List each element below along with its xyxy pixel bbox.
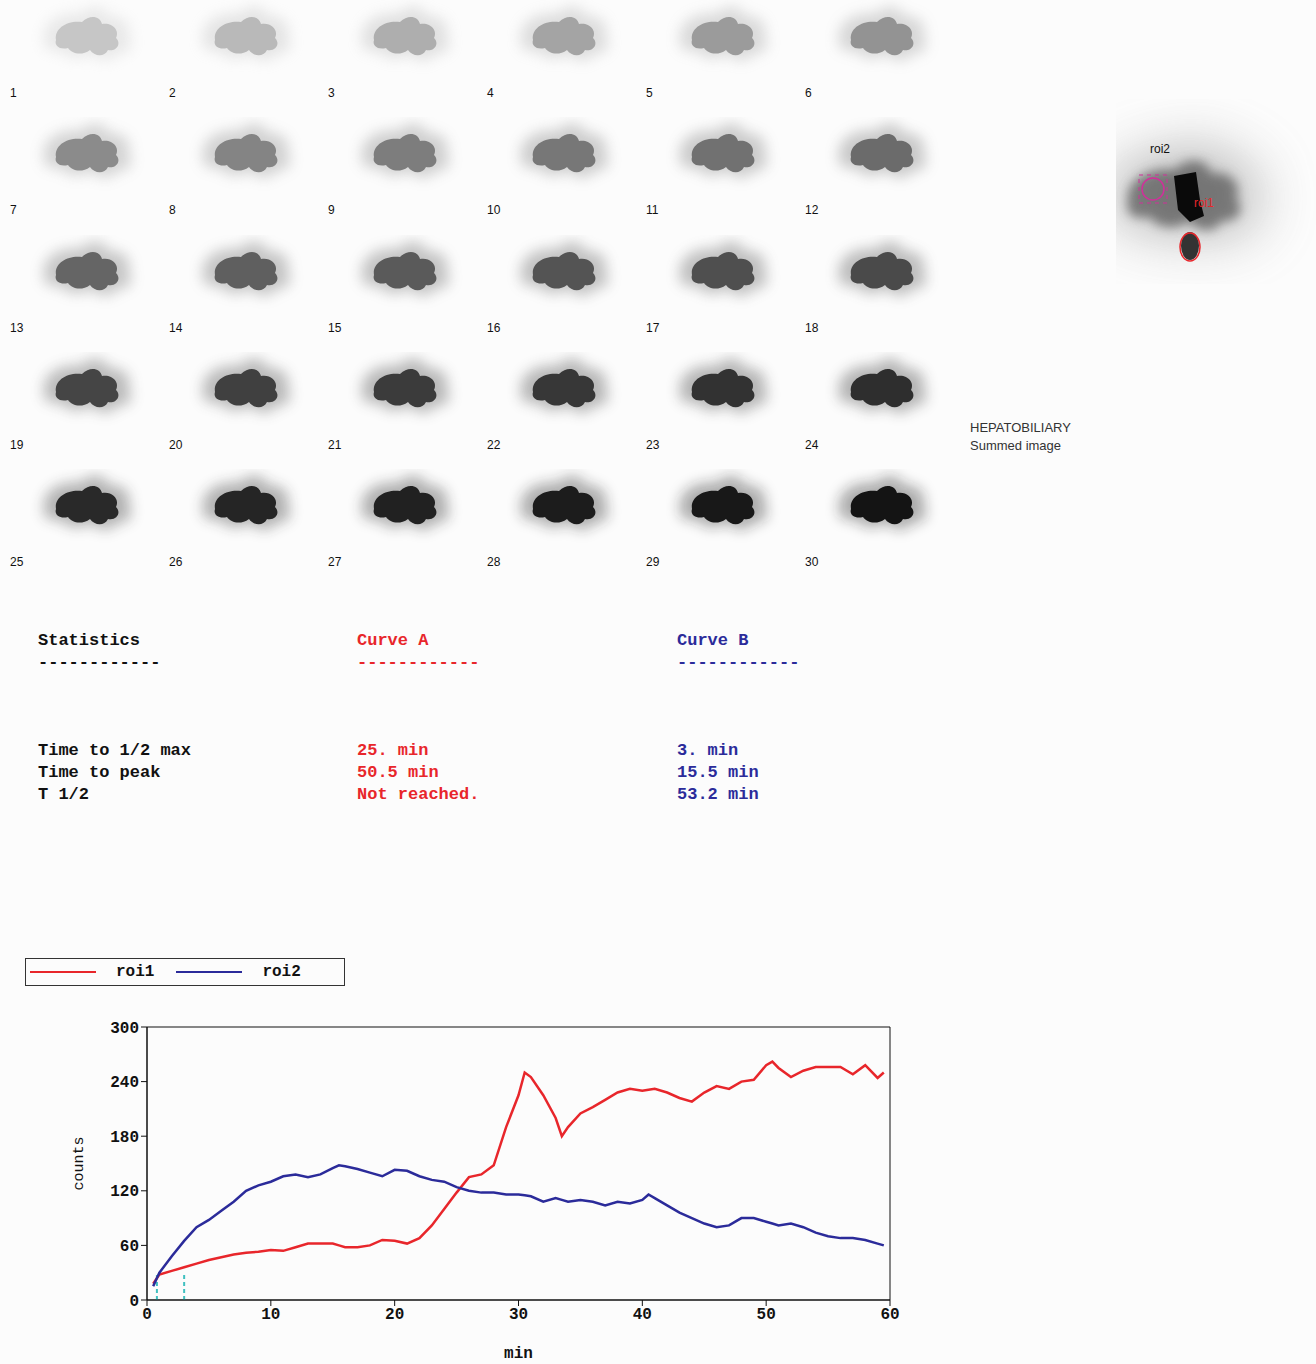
svg-text:300: 300	[110, 1020, 139, 1038]
html-text:roi1: roi1	[116, 963, 155, 981]
html-text:6: 6	[805, 86, 812, 100]
svg-text:180: 180	[110, 1129, 139, 1147]
html-text:T 1/2: T 1/2	[38, 785, 89, 804]
svg-text:50: 50	[757, 1306, 776, 1324]
html-text:9: 9	[328, 203, 335, 218]
html-text:Curve B: Curve B	[677, 631, 749, 650]
html-text:17: 17	[646, 320, 660, 335]
html-text:Not reached.: Not reached.	[357, 785, 480, 804]
html-text:15.5 min: 15.5 min	[677, 763, 759, 782]
html-text:Summed image: Summed image	[970, 438, 1061, 453]
html-text:24: 24	[805, 437, 819, 452]
html-text:Statistics: Statistics	[38, 631, 140, 650]
html-text:26: 26	[169, 555, 183, 570]
html-text:1: 1	[10, 86, 17, 100]
html-text:27: 27	[328, 555, 342, 570]
html-text:Curve A: Curve A	[357, 631, 429, 650]
svg-text:40: 40	[633, 1306, 652, 1324]
html-text:7: 7	[10, 203, 17, 218]
svg-text:min: min	[504, 1345, 533, 1363]
svg-text:0: 0	[142, 1306, 152, 1324]
html-text:50.5 min: 50.5 min	[357, 763, 439, 782]
svg-text:240: 240	[110, 1074, 139, 1092]
html-text:4: 4	[487, 86, 494, 100]
html-text:Time to peak: Time to peak	[38, 763, 161, 782]
html-text:29: 29	[646, 555, 660, 570]
html-text:Time to 1/2 max: Time to 1/2 max	[38, 741, 191, 760]
html-text:HEPATOBILIARY: HEPATOBILIARY	[970, 420, 1071, 435]
svg-text:120: 120	[110, 1183, 139, 1201]
svg-text:roi1: roi1	[1194, 196, 1214, 210]
html-text:3. min: 3. min	[677, 741, 739, 760]
html-text:22: 22	[487, 437, 501, 452]
html-text:28: 28	[487, 555, 501, 570]
html-text:15: 15	[328, 320, 342, 335]
html-text:53.2 min: 53.2 min	[677, 785, 759, 804]
html-text:18: 18	[805, 320, 819, 335]
html-text:20: 20	[169, 437, 183, 452]
html-text:12: 12	[805, 203, 819, 218]
html-text:11: 11	[646, 203, 659, 218]
html-text:21: 21	[328, 437, 342, 452]
html-text:23: 23	[646, 437, 660, 452]
html-text:roi2: roi2	[262, 963, 301, 981]
html-text:13: 13	[10, 320, 24, 335]
html-text:3: 3	[328, 86, 335, 100]
html-text:5: 5	[646, 86, 653, 100]
svg-text:60: 60	[120, 1238, 139, 1256]
svg-text:20: 20	[385, 1306, 404, 1324]
html-text:14: 14	[169, 320, 183, 335]
svg-text:10: 10	[261, 1306, 280, 1324]
html-text:2: 2	[169, 86, 176, 100]
html-text:19: 19	[10, 437, 24, 452]
html-text:30: 30	[805, 555, 819, 570]
html-text:16: 16	[487, 320, 501, 335]
html-text:10: 10	[487, 203, 501, 218]
html-text:8: 8	[169, 203, 176, 218]
svg-text:counts: counts	[71, 1136, 88, 1190]
svg-text:30: 30	[509, 1306, 528, 1324]
html-text:25. min: 25. min	[357, 741, 429, 760]
html-text:25: 25	[10, 555, 24, 570]
svg-text:60: 60	[880, 1306, 899, 1324]
svg-text:0: 0	[129, 1293, 139, 1311]
svg-text:roi2: roi2	[1150, 142, 1170, 156]
